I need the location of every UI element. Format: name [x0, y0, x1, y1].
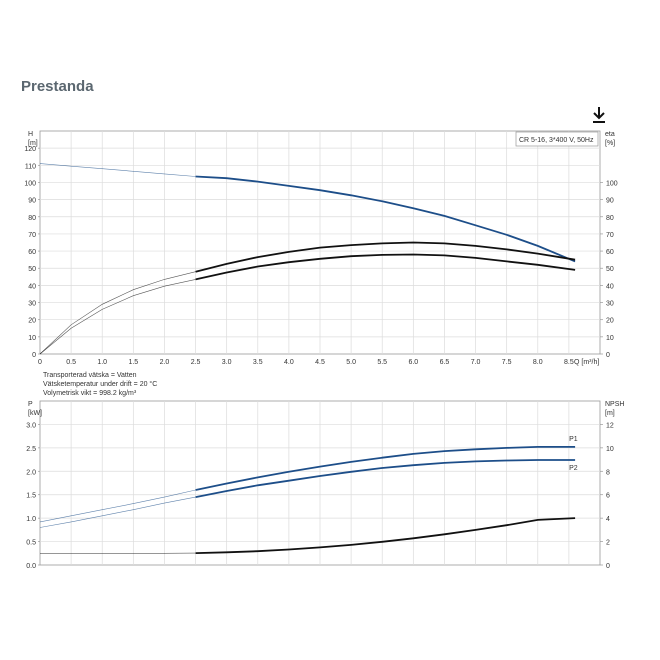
y-tick-left: 1.0	[26, 516, 36, 523]
y-label-right-unit: [%]	[605, 140, 615, 147]
y-label-left-unit: [kW]	[28, 410, 42, 417]
y-tick-left: 30	[28, 301, 36, 308]
fluid-note-0: Transporterad vätska = Vatten	[43, 372, 137, 379]
y-tick-left: 0	[32, 352, 36, 359]
legend-box-text: CR 5-16, 3*400 V, 50Hz	[519, 137, 594, 144]
x-tick-label: 8.5	[564, 359, 574, 366]
fluid-note-1: Vätsketemperatur under drift = 20 °C	[43, 380, 157, 388]
x-tick-label: 1.0	[97, 359, 107, 366]
y-tick-right: 6	[606, 493, 610, 500]
y-tick-right: 0	[606, 563, 610, 570]
series-1-1-thin	[39, 496, 196, 528]
y-tick-right: 100	[606, 180, 618, 187]
x-tick-label: 3.5	[253, 359, 263, 366]
y-tick-left: 70	[28, 232, 36, 239]
y-tick-right: 4	[606, 516, 610, 523]
x-axis-label: Q [m³/h]	[574, 359, 599, 366]
y-tick-left: 80	[28, 215, 36, 222]
y-tick-left: 2.5	[26, 446, 36, 453]
y-tick-right: 60	[606, 249, 614, 256]
x-tick-label: 6.0	[408, 359, 418, 366]
series-1-0-thin	[39, 489, 196, 523]
y-tick-left: 0.5	[26, 540, 36, 547]
x-tick-label: 7.0	[471, 359, 481, 366]
x-tick-label: 5.5	[377, 359, 387, 366]
series-label-p1: P1	[569, 436, 578, 443]
y-tick-left: 110	[25, 163, 36, 170]
y-label-right-unit: [m]	[605, 410, 615, 417]
y-tick-left: 40	[28, 283, 36, 290]
x-tick-label: 8.0	[533, 359, 543, 366]
x-tick-label: 4.5	[315, 359, 325, 366]
x-tick-label: 1.5	[128, 359, 138, 366]
x-tick-label: 0	[38, 359, 42, 366]
y-tick-right: 8	[606, 469, 610, 476]
series-1-1	[195, 459, 576, 498]
y-tick-right: 40	[606, 283, 614, 290]
y-tick-left: 120	[24, 146, 36, 153]
series-1-2	[195, 517, 576, 554]
y-tick-right: 80	[606, 215, 614, 222]
y-label-left-symbol: P	[28, 401, 33, 408]
x-tick-label: 3.0	[222, 359, 232, 366]
y-tick-right: 2	[606, 540, 610, 547]
y-tick-right: 20	[606, 318, 614, 325]
y-label-right-symbol: eta	[605, 131, 615, 138]
y-tick-right: 10	[606, 335, 614, 342]
y-tick-left: 50	[28, 266, 36, 273]
series-0-0-thin	[39, 163, 196, 177]
x-tick-label: 6.5	[440, 359, 450, 366]
x-tick-label: 2.0	[160, 359, 170, 366]
series-0-2-thin	[39, 279, 196, 355]
series-0-2	[195, 253, 576, 281]
y-tick-right: 30	[606, 301, 614, 308]
y-tick-left: 100	[24, 180, 36, 187]
y-tick-right: 90	[606, 198, 614, 205]
x-tick-label: 0.5	[66, 359, 76, 366]
series-label-p2: P2	[569, 465, 578, 472]
y-tick-left: 1.5	[26, 493, 36, 500]
x-tick-label: 4.0	[284, 359, 294, 366]
y-tick-right: 10	[606, 446, 614, 453]
series-0-1	[195, 241, 576, 273]
y-tick-left: 10	[28, 335, 36, 342]
x-tick-label: 5.0	[346, 359, 356, 366]
download-icon[interactable]	[589, 106, 609, 124]
y-tick-left: 60	[28, 249, 36, 256]
y-tick-right: 70	[606, 232, 614, 239]
y-tick-left: 20	[28, 318, 36, 325]
x-tick-label: 7.5	[502, 359, 512, 366]
y-tick-right: 12	[606, 422, 614, 429]
y-tick-right: 0	[606, 352, 610, 359]
y-label-left-unit: [m]	[28, 140, 38, 147]
fluid-note-2: Volymetrisk vikt = 998.2 kg/m³	[43, 390, 137, 397]
y-tick-left: 3.0	[26, 422, 36, 429]
y-label-right-symbol: NPSH	[605, 401, 624, 408]
legend-box	[515, 131, 599, 147]
series-0-1-thin	[39, 271, 196, 355]
series-0-0	[195, 175, 576, 263]
x-tick-label: 2.5	[191, 359, 201, 366]
y-tick-left: 2.0	[26, 469, 36, 476]
y-tick-left: 90	[28, 198, 36, 205]
y-label-left-symbol: H	[28, 131, 33, 138]
y-tick-left: 0.0	[26, 563, 36, 570]
series-1-0	[195, 445, 576, 491]
y-tick-right: 50	[606, 266, 614, 273]
page-title: Prestanda	[21, 78, 94, 95]
